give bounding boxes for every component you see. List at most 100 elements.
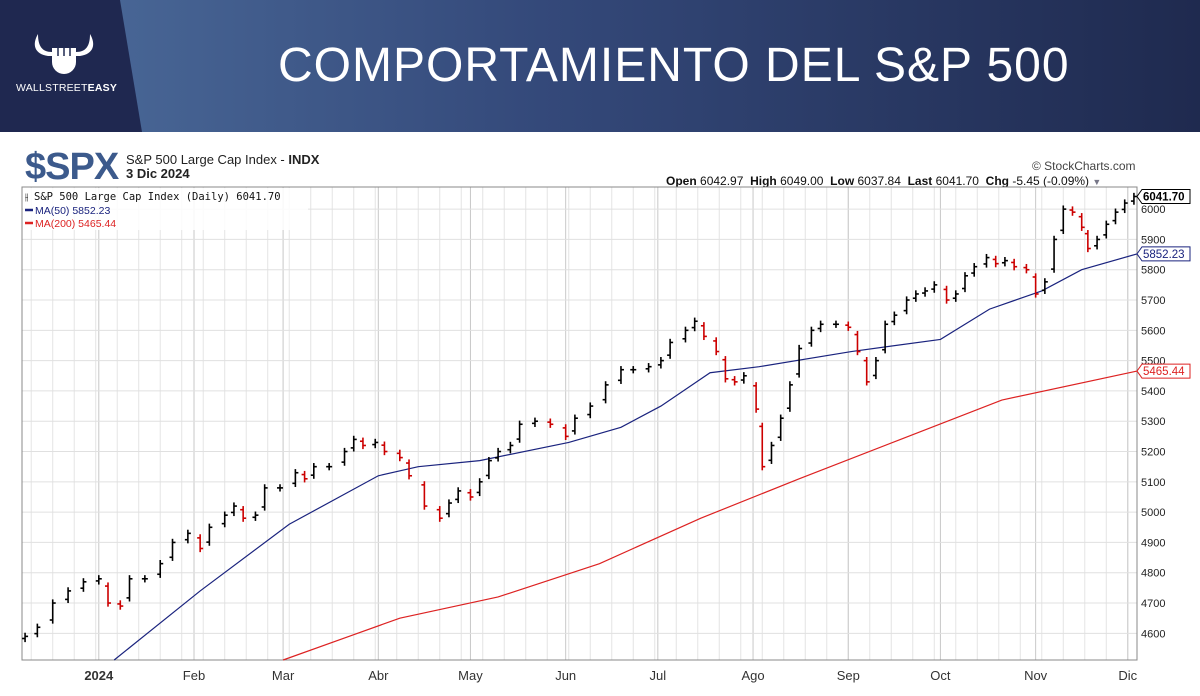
- ohlc-bar: [1094, 235, 1101, 250]
- ohlc-bar: [903, 296, 910, 315]
- ohlc-bar: [931, 281, 938, 293]
- legend-ma50: MA(50) 5852.23: [35, 205, 110, 217]
- ohlc-bar: [891, 311, 898, 326]
- x-tick-label: Jun: [555, 668, 576, 683]
- open-value: 6042.97: [700, 174, 744, 188]
- ohlc-bar: [359, 437, 366, 450]
- ohlc-bar: [240, 506, 247, 522]
- ohlc-bar: [1112, 208, 1119, 225]
- ohlc-bar: [310, 463, 317, 479]
- ohlc-bar: [854, 330, 861, 356]
- ticker-symbol: $SPX: [25, 146, 119, 188]
- ohlc-bar: [445, 499, 452, 518]
- ohlc-bar: [731, 376, 738, 386]
- ohlc-bar: [1023, 263, 1030, 274]
- last-label: Last: [907, 174, 933, 188]
- x-tick-label: Ago: [741, 668, 764, 683]
- ohlc-bar: [587, 402, 594, 419]
- ohlc-bar: [230, 502, 237, 517]
- ohlc-bar: [796, 344, 803, 378]
- ohlc-bar: [372, 438, 379, 449]
- ohlc-bar: [467, 489, 474, 501]
- ohlc-bar: [808, 326, 815, 347]
- ohlc-bar: [126, 575, 133, 602]
- ohlc-bar: [184, 529, 191, 544]
- ohlc-bar: [381, 441, 388, 456]
- x-tick-label: Dic: [1118, 668, 1137, 683]
- ohlc-bar: [261, 484, 268, 511]
- x-tick-label: Feb: [183, 668, 205, 683]
- y-tick-label: 5700: [1141, 295, 1165, 307]
- ohlc-bar: [117, 600, 124, 610]
- ohlc-bar: [992, 255, 999, 268]
- ma50-tag-box: [1136, 246, 1191, 262]
- ohlc-bar: [971, 263, 978, 277]
- high-label: High: [750, 174, 777, 188]
- ohlc-bar: [777, 414, 784, 441]
- chart-date: 3 Dic 2024: [126, 166, 190, 181]
- ohlc-bar: [912, 290, 919, 302]
- index-name: S&P 500 Large Cap Index -: [126, 152, 289, 167]
- ohlc-bar: [80, 578, 87, 592]
- y-tick-label: 5000: [1141, 507, 1165, 519]
- ohlc-bar: [759, 422, 766, 471]
- ma50-line: [113, 253, 1138, 661]
- ohlc-bar: [1103, 220, 1110, 239]
- ohlc-bar: [34, 623, 41, 638]
- ohlc-bar: [1032, 273, 1039, 298]
- open-label: Open: [666, 174, 697, 188]
- ohlc-bar: [657, 356, 664, 369]
- ohlc-bar: [495, 447, 502, 462]
- ohlc-bar: [753, 382, 760, 413]
- exchange: INDX: [288, 152, 320, 167]
- ohlc-bar: [961, 272, 968, 293]
- high-value: 6049.00: [780, 174, 824, 188]
- ma200-tag-text: 5465.44: [1143, 366, 1185, 378]
- ohlc-bar: [485, 456, 492, 480]
- ohlc-bar: [421, 481, 428, 510]
- x-tick-label: Sep: [837, 668, 860, 683]
- last-price-tag-text: 6041.70: [1143, 191, 1185, 203]
- ohlc-bar: [740, 372, 747, 384]
- ohlc-bar: [832, 320, 839, 328]
- copyright: © StockCharts.com: [1032, 159, 1136, 173]
- ohlc-bar: [571, 414, 578, 435]
- ohlc-bar: [691, 317, 698, 332]
- last-value: 6041.70: [935, 174, 979, 188]
- ohlc-bar: [1084, 230, 1091, 253]
- ohlc-bar: [476, 478, 483, 497]
- ohlc-bar: [350, 435, 357, 452]
- ohlc-bar: [221, 511, 228, 528]
- y-tick-label: 5200: [1141, 447, 1165, 459]
- bull-fist-logo-icon: [34, 34, 94, 74]
- y-tick-label: 4700: [1141, 598, 1165, 610]
- ohlc-bar: [562, 424, 569, 441]
- y-tick-label: 4600: [1141, 628, 1165, 640]
- ohlc-bar: [105, 582, 112, 607]
- last-price-tag-box: [1136, 188, 1191, 204]
- ohlc-bar: [667, 338, 674, 359]
- ohlc-bar: [1130, 192, 1137, 205]
- page-title: COMPORTAMIENTO DEL S&P 500: [278, 39, 1070, 92]
- x-tick-label: Nov: [1024, 668, 1048, 683]
- ohlc-bar: [436, 506, 443, 522]
- ohlc-bar: [455, 487, 462, 504]
- ohlc-bar: [406, 459, 413, 480]
- ohlc-bar: [1060, 205, 1067, 234]
- chg-label: Chg: [985, 174, 1009, 188]
- ohlc-bar: [1121, 199, 1128, 214]
- ohlc-bar: [292, 469, 299, 487]
- y-tick-label: 4800: [1141, 568, 1165, 580]
- x-tick-label: May: [458, 668, 483, 683]
- legend-main: S&P 500 Large Cap Index (Daily) 6041.70: [34, 191, 281, 203]
- x-tick-label: Oct: [930, 668, 951, 683]
- ohlc-bar: [22, 632, 29, 643]
- dropdown-caret-icon[interactable]: ▼: [1092, 177, 1102, 187]
- y-tick-label: 5400: [1141, 386, 1165, 398]
- ohlc-bar: [722, 356, 729, 383]
- ohlc-bar: [1011, 258, 1018, 271]
- ma200-line: [282, 370, 1138, 661]
- ma200-tag-box: [1136, 363, 1191, 379]
- ohlc-bar: [396, 449, 403, 462]
